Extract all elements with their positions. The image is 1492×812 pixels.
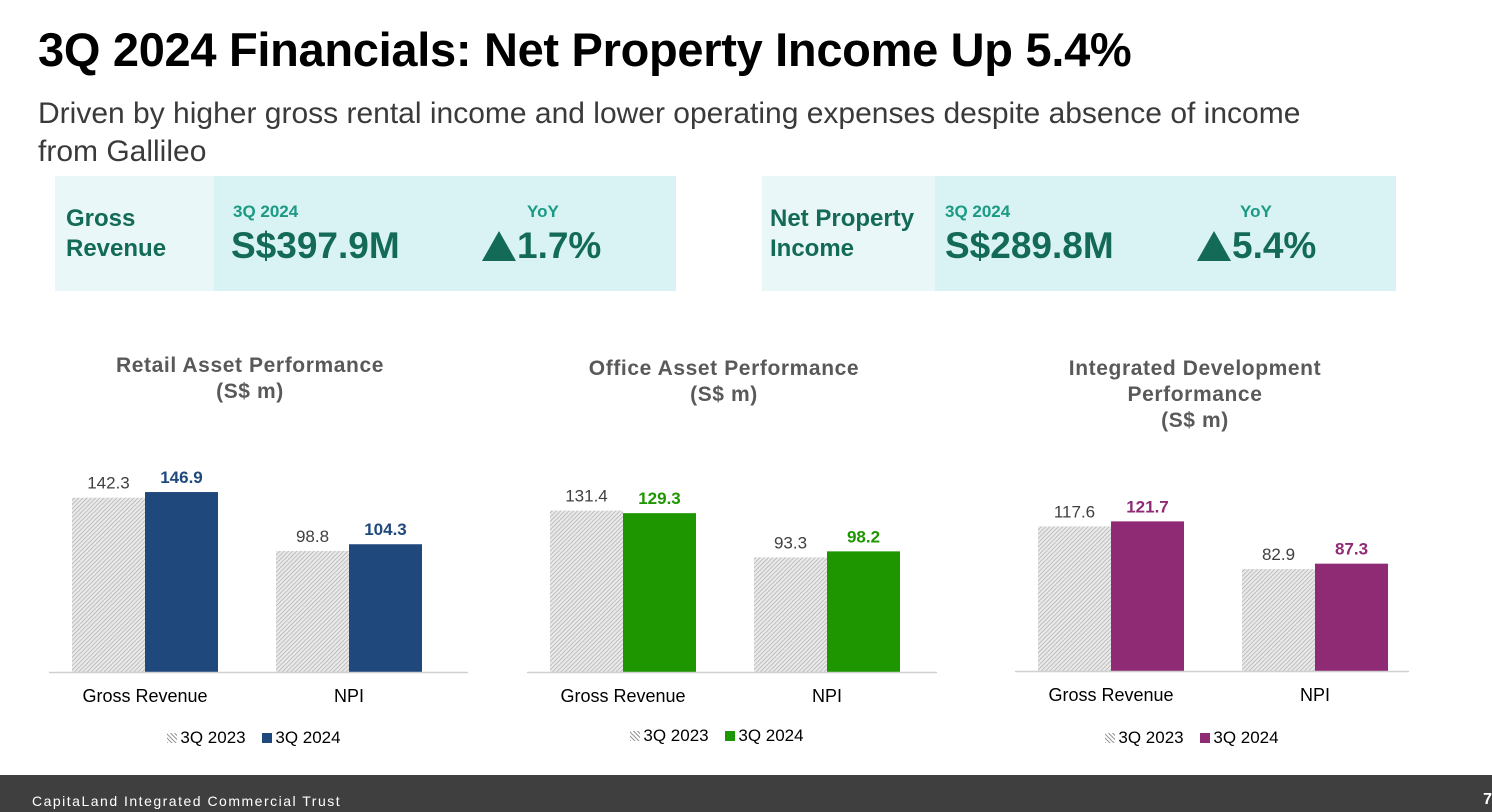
chart-title-line: (S$ m) [690,383,758,406]
data-label: 82.9 [1262,545,1295,564]
legend-item: 3Q 2024 [725,726,804,746]
bar [1111,521,1184,671]
category-label: NPI [812,686,842,706]
chart-title-line: (S$ m) [216,380,284,403]
chart-title-line: (S$ m) [1161,409,1229,432]
kpi-yoy-label: YoY [1240,202,1272,221]
kpi-change-value: 5.4% [1232,225,1317,266]
legend-swatch-solid [725,731,736,741]
bar [276,550,349,672]
chart-legend: 3Q 2023 3Q 2024 [482,726,952,746]
footer-bar: CapitaLand Integrated Commercial Trust 7 [0,775,1492,812]
chart-title: Office Asset Performance (S$ m) [489,356,959,408]
kpi-net-property-income: Net Property Income 3Q 2024 S$289.8M YoY… [762,176,1396,291]
legend-item: 3Q 2023 [1105,728,1184,748]
data-label: 98.8 [296,527,329,546]
chart-plot: 131.4 129.3 Gross Revenue 93.3 98.2 NPI [527,487,937,706]
chart-title-line: Performance [1127,383,1263,406]
legend-item: 3Q 2024 [1200,728,1279,748]
kpi-change-value: 1.7% [517,225,602,266]
office-performance-chart: Office Asset Performance (S$ m) 131.4 129… [497,345,967,765]
legend-label: 3Q 2024 [738,726,804,745]
kpi-period: 3Q 2024 [233,202,299,221]
chart-plot: 142.3 146.9 Gross Revenue 98.8 104.3 NPI [49,468,468,706]
kpi-change: 1.7% [482,225,601,267]
legend-label: 3Q 2023 [180,728,246,747]
chart-title-line: Integrated Development [1068,357,1322,380]
data-label: 142.3 [87,474,130,493]
bar [349,544,422,672]
chart-title-line: Office Asset Performance [588,357,860,380]
legend-item: 3Q 2023 [630,726,709,746]
kpi-gross-revenue: Gross Revenue 3Q 2024 S$397.9M YoY 1.7% [55,176,676,291]
legend-swatch-solid [1200,733,1211,743]
footer-brand: CapitaLand Integrated Commercial Trust [32,793,342,809]
chart-legend: 3Q 2023 3Q 2024 [19,728,489,748]
bar [623,513,696,672]
legend-label: 3Q 2023 [643,726,709,745]
data-label: 129.3 [638,489,681,508]
kpi-label-line1: Net Property [770,204,915,232]
bar [72,497,145,672]
chart-plot: 117.6 121.7 Gross Revenue 82.9 87.3 NPI [1015,497,1409,705]
retail-performance-chart: Retail Asset Performance (S$ m) 142.3 146… [19,345,489,765]
kpi-label: Net Property Income [762,176,935,291]
legend-swatch-hatched [630,731,641,741]
data-label: 131.4 [565,487,608,506]
legend-swatch-hatched [167,733,178,743]
legend-item: 3Q 2023 [167,728,246,748]
kpi-value: S$397.9M [231,225,400,266]
category-label: Gross Revenue [82,686,207,706]
legend-swatch-solid [262,733,273,743]
kpi-value: S$289.8M [945,225,1114,266]
up-triangle-icon [482,231,516,261]
chart-title: Retail Asset Performance (S$ m) [15,353,485,405]
kpi-yoy-label: YoY [527,202,559,221]
category-label: Gross Revenue [1048,685,1173,705]
bar [1242,569,1315,671]
data-label: 93.3 [774,533,807,552]
legend-label: 3Q 2024 [275,728,341,747]
category-label: NPI [334,686,364,706]
bar [145,492,218,672]
legend-swatch-hatched [1105,733,1116,743]
category-label: Gross Revenue [560,686,685,706]
legend-item: 3Q 2024 [262,728,341,748]
chart-legend: 3Q 2023 3Q 2024 [957,728,1427,748]
bar [1038,526,1111,671]
data-label: 146.9 [160,468,203,487]
page-title: 3Q 2024 Financials: Net Property Income … [38,23,1132,76]
kpi-change: 5.4% [1197,225,1316,267]
kpi-label-line1: Gross [66,204,136,232]
bar [550,510,623,672]
bar [827,551,900,672]
page-number: 7 [1483,791,1492,808]
kpi-label: Gross Revenue [55,176,214,291]
legend-label: 3Q 2023 [1118,728,1184,747]
kpi-label-line2: Income [770,234,855,262]
integrated-development-chart: Integrated Development Performance (S$ m… [985,345,1455,765]
kpi-label-line2: Revenue [66,234,167,262]
chart-title: Integrated Development Performance (S$ m… [960,356,1430,434]
data-label: 87.3 [1335,540,1368,559]
data-label: 117.6 [1054,502,1095,521]
kpi-period: 3Q 2024 [945,202,1011,221]
data-label: 104.3 [364,520,407,539]
page-subtitle: Driven by higher gross rental income and… [38,97,1301,168]
data-label: 98.2 [847,527,880,546]
up-triangle-icon [1197,231,1231,261]
bar [1315,563,1388,671]
legend-label: 3Q 2024 [1213,728,1279,747]
bar [754,557,827,672]
category-label: NPI [1300,685,1330,705]
data-label: 121.7 [1126,497,1169,516]
chart-title-line: Retail Asset Performance [115,354,385,377]
